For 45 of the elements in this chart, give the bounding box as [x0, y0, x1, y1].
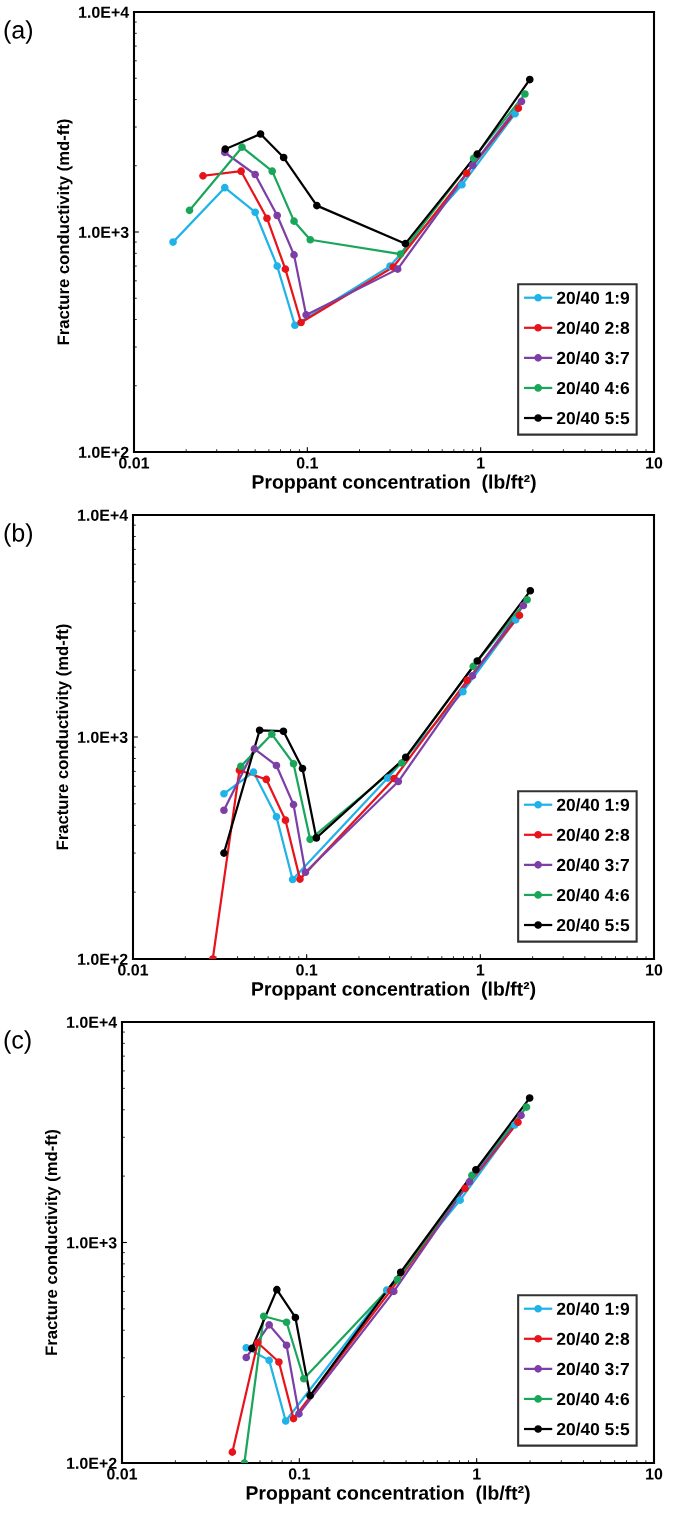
x-axis-title: Proppant concentration (lb/ft²)	[252, 981, 536, 1000]
x-axis-title: Proppant concentration (lb/ft²)	[246, 1485, 530, 1504]
y-axis-title: Fracture conductivity (md-ft)	[55, 624, 72, 850]
chart-title: (a)	[4, 20, 32, 44]
x-tick-label: 10	[646, 1468, 663, 1480]
legend-label: 20/40 5:5	[556, 411, 630, 425]
x-tick-label: 0.1	[288, 1468, 310, 1480]
y-tick-label: 1.0E+2	[78, 953, 128, 965]
y-axis-title: Fracture conductivity (md-ft)	[44, 1129, 61, 1355]
x-tick-label: 0.1	[296, 457, 318, 469]
legend-label: 20/40 1:9	[556, 291, 630, 305]
legend-label: 20/40 3:7	[556, 1362, 629, 1376]
x-tick-label: 1	[476, 964, 485, 976]
legend-label: 20/40 5:5	[556, 918, 630, 932]
x-tick-label: 0.1	[296, 964, 318, 976]
chart-title: (b)	[4, 523, 32, 547]
x-tick-label: 0.01	[118, 964, 149, 976]
y-tick-label: 1.0E+3	[67, 1237, 117, 1249]
legend-label: 20/40 3:7	[556, 858, 629, 872]
chart-title: (c)	[4, 1030, 31, 1054]
x-tick-label: 0.01	[119, 457, 150, 469]
legend-label: 20/40 5:5	[556, 1422, 630, 1436]
legend-label: 20/40 1:9	[556, 1302, 630, 1316]
x-tick-label: 10	[646, 457, 663, 469]
legend-label: 20/40 2:8	[556, 828, 630, 842]
legend-label: 20/40 2:8	[556, 1332, 630, 1346]
x-tick-label: 10	[646, 964, 663, 976]
x-tick-label: 1	[473, 1468, 481, 1480]
x-tick-label: 1	[477, 457, 485, 469]
y-tick-label: 1.0E+2	[67, 1457, 117, 1469]
legend-label: 20/40 4:6	[556, 1392, 630, 1406]
x-tick-label: 0.01	[107, 1468, 138, 1480]
y-tick-label: 1.0E+4	[79, 6, 130, 18]
legend-label: 20/40 4:6	[556, 888, 630, 902]
legend-label: 20/40 4:6	[556, 381, 630, 395]
y-tick-label: 1.0E+2	[79, 446, 129, 458]
y-tick-label: 1.0E+3	[78, 731, 128, 743]
x-axis-title: Proppant concentration (lb/ft²)	[252, 474, 536, 493]
legend-label: 20/40 3:7	[556, 351, 629, 365]
y-tick-label: 1.0E+3	[79, 226, 129, 238]
legend-label: 20/40 2:8	[556, 321, 630, 335]
y-axis-title: Fracture conductivity (md-ft)	[56, 119, 73, 345]
y-tick-label: 1.0E+4	[78, 509, 129, 521]
y-tick-label: 1.0E+4	[67, 1016, 118, 1028]
legend-label: 20/40 1:9	[556, 798, 630, 812]
